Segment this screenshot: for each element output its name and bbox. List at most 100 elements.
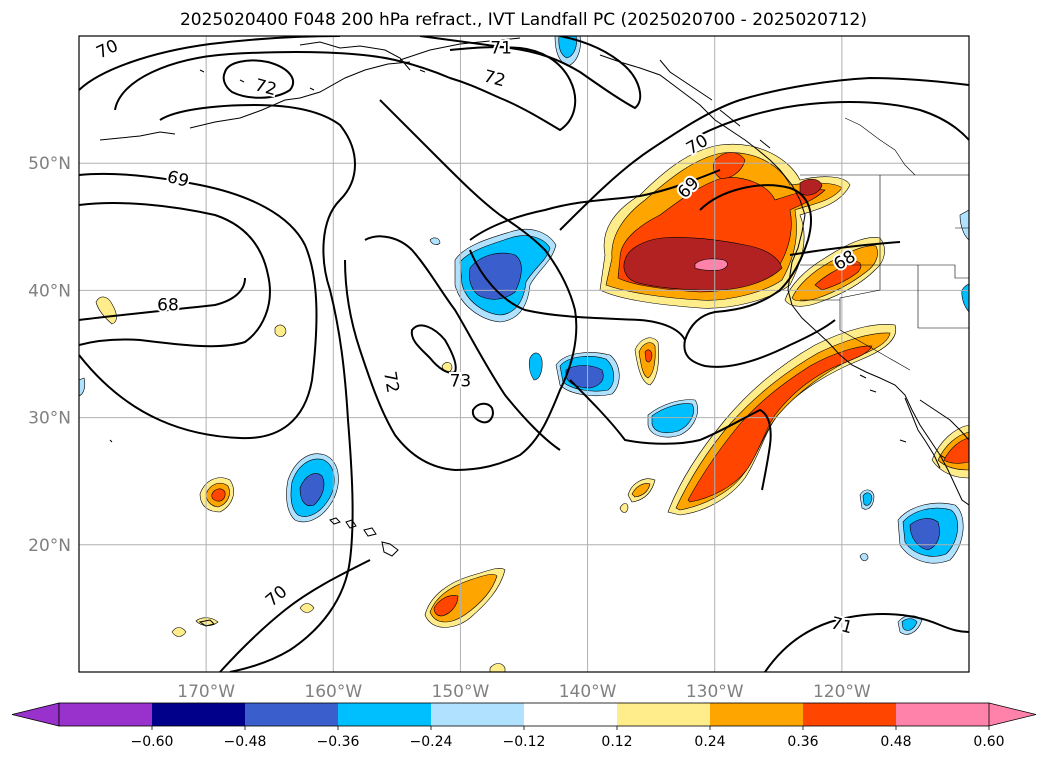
positive-anomaly-area xyxy=(694,258,728,271)
colorbar-segment xyxy=(524,703,618,726)
colorbar-segment xyxy=(710,703,804,726)
positive-anomaly-area xyxy=(489,663,506,672)
positive-anomaly-area xyxy=(171,627,187,637)
aleutian-coastline xyxy=(99,37,521,141)
negative-anomaly-area xyxy=(558,36,577,59)
latitude-tick-label: 20°N xyxy=(28,536,71,556)
negative-anomaly-area xyxy=(961,283,969,313)
small-islands xyxy=(109,69,946,459)
contour-line xyxy=(219,559,371,672)
coastlines xyxy=(99,37,969,627)
contour-line xyxy=(569,379,772,491)
positive-anomaly-area xyxy=(712,152,746,179)
latitude-tick-labels: 50°N 40°N 30°N 20°N xyxy=(28,154,71,556)
positive-anomaly-area xyxy=(814,261,862,291)
map-gridlines xyxy=(79,36,969,672)
contour-line xyxy=(79,202,271,348)
negative-anomaly-area xyxy=(299,473,325,507)
colorbar-tick-label: 0.24 xyxy=(694,734,725,750)
positive-anomaly-area xyxy=(619,503,629,513)
longitude-tick-label: 170°W xyxy=(177,682,235,702)
colorbar-segment xyxy=(338,703,432,726)
contour-label: 71 xyxy=(490,38,512,58)
refractivity-contours xyxy=(79,36,969,672)
contour-line xyxy=(789,241,901,256)
contour-line xyxy=(79,172,318,440)
contour-line xyxy=(683,184,836,368)
colorbar-tick-label: 0.48 xyxy=(880,734,911,750)
colorbar-tick-label: −0.12 xyxy=(503,734,546,750)
positive-anomaly-area xyxy=(433,595,459,617)
colorbar-extend-low xyxy=(11,702,60,727)
negative-anomaly-area xyxy=(959,209,969,241)
longitude-tick-label: 150°W xyxy=(432,682,490,702)
positive-anomaly-area xyxy=(299,603,315,613)
longitude-tick-label: 120°W xyxy=(813,682,871,702)
colorbar: −0.60 −0.48 −0.36 −0.24 −0.12 0.12 0.24 0.36 0.4… xyxy=(11,702,1037,750)
colorbar-segment xyxy=(245,703,339,726)
baja-coastline xyxy=(904,397,969,469)
contour-line xyxy=(469,169,721,241)
negative-anomaly-area xyxy=(909,518,940,551)
colorbar-tick-label: −0.36 xyxy=(317,734,360,750)
colorbar-tick-label: 0.12 xyxy=(601,734,632,750)
contour-line xyxy=(410,324,457,374)
latitude-tick-label: 30°N xyxy=(28,409,71,429)
contour-line xyxy=(764,613,969,672)
negative-anomaly-area xyxy=(528,352,543,381)
canada-border xyxy=(800,117,916,176)
colorbar-segment xyxy=(803,703,897,726)
colorbar-tick-label: −0.24 xyxy=(410,734,453,750)
positive-anomaly-area xyxy=(799,178,823,196)
colorbar-segment xyxy=(896,703,990,726)
positive-anomaly-area xyxy=(274,324,287,337)
latitude-tick-label: 50°N xyxy=(28,154,71,174)
state-borders xyxy=(800,174,969,371)
colorbar-tick-label: 0.60 xyxy=(973,734,1004,750)
negative-anomaly-area xyxy=(429,237,441,245)
contour-line xyxy=(79,36,341,91)
positive-anomaly-area xyxy=(687,345,873,503)
contour-line xyxy=(469,249,686,341)
colorbar-tick-label: −0.60 xyxy=(131,734,174,750)
negative-anomaly-area xyxy=(651,403,694,434)
contour-line xyxy=(364,235,561,451)
negative-anomaly-area xyxy=(565,365,604,389)
positive-anomaly-area xyxy=(943,437,969,464)
contour-label: 68 xyxy=(157,295,179,315)
contour-label: 72 xyxy=(379,370,402,395)
contour-line xyxy=(344,99,578,472)
longitude-tick-label: 160°W xyxy=(304,682,362,702)
positive-anomaly-area xyxy=(211,488,226,502)
hawaiian-islands xyxy=(198,517,399,627)
colorbar-extend-high xyxy=(988,702,1037,727)
alaska-coastline xyxy=(599,54,806,276)
refractivity-anomaly-shading xyxy=(79,36,969,672)
map-title: 2025020400 F048 200 hPa refract., IVT La… xyxy=(179,10,867,30)
california-coastline xyxy=(787,274,969,506)
colorbar-segment xyxy=(59,703,153,726)
latitude-tick-label: 40°N xyxy=(28,281,71,301)
contour-label: 73 xyxy=(450,372,472,392)
contour-line xyxy=(699,101,969,141)
positive-anomaly-area xyxy=(644,349,653,363)
colorbar-tick-label: 0.36 xyxy=(787,734,818,750)
positive-anomaly-area xyxy=(631,483,651,498)
contour-line xyxy=(159,103,356,672)
negative-anomaly-area xyxy=(901,618,918,631)
contour-line xyxy=(559,76,969,231)
negative-anomaly-area xyxy=(862,492,873,506)
longitude-tick-labels: 170°W 160°W 150°W 140°W 130°W 120°W xyxy=(177,682,871,702)
map-frame xyxy=(78,35,970,673)
contour-line xyxy=(419,36,642,110)
longitude-tick-label: 130°W xyxy=(686,682,744,702)
contour-line xyxy=(222,59,295,99)
colorbar-segment xyxy=(431,703,525,726)
longitude-tick-label: 140°W xyxy=(559,682,617,702)
alaska-coastline xyxy=(659,59,771,149)
contour-line xyxy=(471,402,494,424)
colorbar-tick-label: −0.48 xyxy=(224,734,267,750)
negative-anomaly-area xyxy=(468,252,522,300)
negative-anomaly-area xyxy=(859,553,869,562)
